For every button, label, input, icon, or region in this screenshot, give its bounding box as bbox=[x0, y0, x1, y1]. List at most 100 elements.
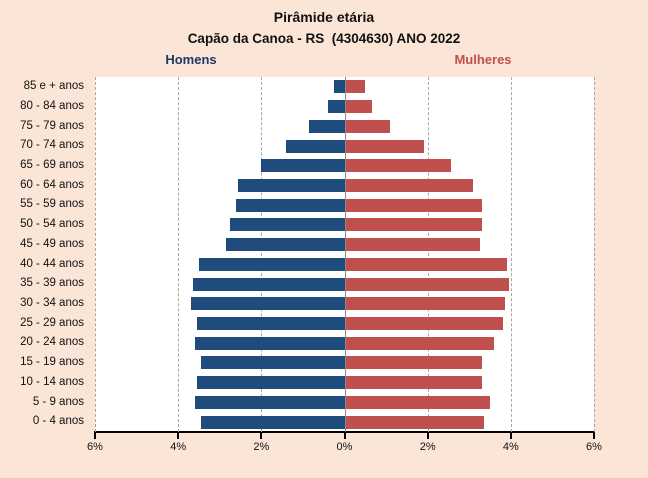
age-row bbox=[95, 77, 594, 97]
women-half bbox=[344, 393, 595, 413]
y-axis-label: 20 - 24 anos bbox=[20, 336, 84, 349]
y-axis-label: 40 - 44 anos bbox=[20, 257, 84, 270]
men-half bbox=[95, 353, 345, 373]
men-half bbox=[95, 136, 345, 156]
y-axis-label: 30 - 34 anos bbox=[20, 297, 84, 310]
y-axis-label: 45 - 49 anos bbox=[20, 237, 84, 250]
x-tick bbox=[94, 431, 96, 439]
women-half bbox=[344, 333, 595, 353]
y-axis-label: 75 - 79 anos bbox=[20, 119, 84, 132]
age-row bbox=[95, 274, 594, 294]
y-axis-label: 10 - 14 anos bbox=[20, 375, 84, 388]
men-half bbox=[95, 77, 345, 97]
gridline bbox=[594, 77, 595, 432]
bar-men bbox=[198, 257, 345, 271]
y-axis-label: 60 - 64 anos bbox=[20, 178, 84, 191]
x-tick-label: 4% bbox=[502, 441, 519, 453]
bar-women bbox=[344, 257, 507, 271]
women-half bbox=[344, 116, 595, 136]
women-half bbox=[344, 353, 595, 373]
x-tick bbox=[593, 431, 595, 439]
age-row bbox=[95, 412, 594, 432]
women-half bbox=[344, 274, 595, 294]
y-axis-label: 35 - 39 anos bbox=[20, 277, 84, 290]
x-tick-label: 0% bbox=[336, 441, 353, 453]
y-axis-label: 0 - 4 anos bbox=[32, 415, 84, 428]
age-row bbox=[95, 235, 594, 255]
y-axis-label: 5 - 9 anos bbox=[32, 395, 84, 408]
age-row bbox=[95, 156, 594, 176]
gridline bbox=[510, 77, 512, 432]
x-tick bbox=[509, 431, 512, 439]
women-half bbox=[344, 97, 595, 117]
y-axis-label: 65 - 69 anos bbox=[20, 158, 84, 171]
men-half bbox=[95, 412, 345, 432]
x-tick bbox=[426, 431, 429, 439]
women-half bbox=[344, 215, 595, 235]
men-half bbox=[95, 373, 345, 393]
bar-women bbox=[344, 218, 482, 232]
women-half bbox=[344, 235, 595, 255]
age-row bbox=[95, 136, 594, 156]
y-axis-label: 25 - 29 anos bbox=[20, 316, 84, 329]
y-axis-label: 55 - 59 anos bbox=[20, 198, 84, 211]
bar-rows bbox=[95, 77, 594, 432]
bar-women bbox=[344, 336, 495, 350]
women-half bbox=[344, 314, 595, 334]
gridline bbox=[178, 77, 180, 432]
chart-subtitle: Capão da Canoa - RS (4304630) ANO 2022 bbox=[187, 31, 461, 46]
x-tick-label: 4% bbox=[170, 441, 187, 453]
bar-men bbox=[190, 297, 345, 311]
x-tick bbox=[260, 431, 263, 439]
plot-area bbox=[95, 77, 595, 432]
bar-women bbox=[344, 198, 482, 212]
men-half bbox=[95, 97, 345, 117]
bar-men bbox=[334, 80, 345, 94]
gridline bbox=[261, 77, 263, 432]
bar-men bbox=[286, 139, 345, 153]
women-half bbox=[344, 294, 595, 314]
bar-women bbox=[344, 238, 480, 252]
bar-men bbox=[194, 336, 345, 350]
age-row bbox=[95, 353, 594, 373]
x-tick bbox=[177, 431, 180, 439]
bar-men bbox=[226, 238, 345, 252]
y-axis-label: 70 - 74 anos bbox=[20, 139, 84, 152]
men-half bbox=[95, 314, 345, 334]
age-row bbox=[95, 215, 594, 235]
men-half bbox=[95, 254, 345, 274]
x-tick-label: 2% bbox=[419, 441, 436, 453]
bar-women bbox=[344, 356, 482, 370]
men-half bbox=[95, 294, 345, 314]
age-row bbox=[95, 116, 594, 136]
x-tick bbox=[343, 431, 346, 439]
y-axis-label: 85 e + anos bbox=[23, 80, 84, 93]
x-tick-label: 2% bbox=[253, 441, 270, 453]
gridline bbox=[427, 77, 429, 432]
men-series-label: Homens bbox=[165, 52, 217, 67]
men-half bbox=[95, 195, 345, 215]
age-row bbox=[95, 97, 594, 117]
bar-women bbox=[344, 415, 484, 429]
bar-women bbox=[344, 178, 474, 192]
bar-men bbox=[196, 376, 345, 390]
bar-men bbox=[201, 356, 345, 370]
chart-title: Pirâmide etária bbox=[273, 9, 375, 25]
bar-men bbox=[230, 218, 345, 232]
bar-men bbox=[201, 415, 345, 429]
bar-women bbox=[344, 297, 505, 311]
men-half bbox=[95, 235, 345, 255]
y-axis-labels: 85 e + anos 80 - 84 anos 75 - 79 anos 70 - … bbox=[0, 77, 84, 432]
men-half bbox=[95, 333, 345, 353]
bar-men bbox=[327, 100, 345, 114]
men-half bbox=[95, 116, 345, 136]
women-half bbox=[344, 136, 595, 156]
age-row bbox=[95, 333, 594, 353]
women-half bbox=[344, 176, 595, 196]
bar-women bbox=[344, 119, 391, 133]
bar-women bbox=[344, 395, 491, 409]
bar-men bbox=[238, 178, 345, 192]
women-half bbox=[344, 373, 595, 393]
women-half bbox=[344, 412, 595, 432]
